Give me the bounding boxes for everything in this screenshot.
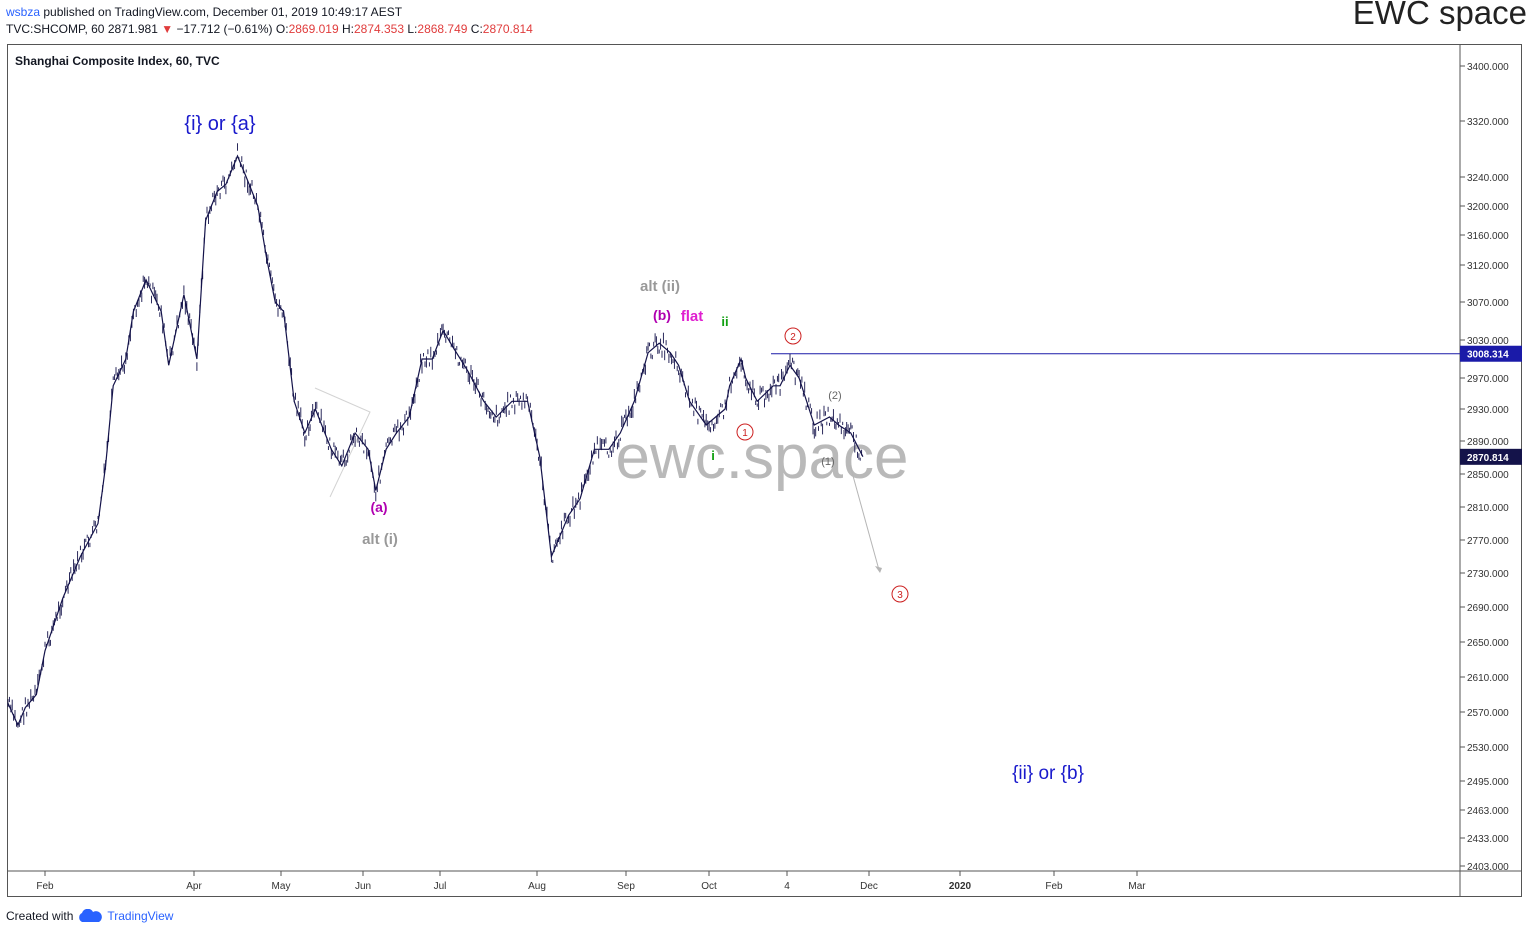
y-tick-label: 3030.000 xyxy=(1467,336,1509,347)
wave-annotations: {i} or {a} {ii} or {b} (a) alt (i) alt (ii) (… xyxy=(184,113,1084,784)
wave-label: 2 xyxy=(790,332,796,343)
close-value: 2870.814 xyxy=(482,22,533,36)
wave-label: {ii} or {b} xyxy=(1012,763,1084,784)
y-tick-label: 3400.000 xyxy=(1467,62,1509,73)
wave-label: i xyxy=(711,448,715,463)
close-label: C: xyxy=(470,22,483,36)
symbol-name: TVC:SHCOMP, 60 xyxy=(6,22,105,36)
x-tick-label: Oct xyxy=(701,881,717,892)
wave-label: (b) xyxy=(653,307,671,323)
author-link[interactable]: wsbza xyxy=(6,5,41,19)
down-arrow-icon: ▼ xyxy=(161,22,174,36)
x-tick-label: 4 xyxy=(784,881,790,892)
open-label: O: xyxy=(275,22,289,36)
y-tick-label: 3160.000 xyxy=(1467,231,1509,242)
footer: Created with TradingView xyxy=(6,909,173,923)
low-value: 2868.749 xyxy=(417,22,468,36)
x-tick-label: May xyxy=(272,881,291,892)
wave-label: 3 xyxy=(897,590,903,601)
low-label: L: xyxy=(407,22,418,36)
projection-arrowhead-icon xyxy=(875,566,882,573)
wave-label: alt (ii) xyxy=(640,278,680,295)
y-tick-label: 2433.000 xyxy=(1467,834,1509,845)
x-tick-label: Feb xyxy=(36,881,54,892)
x-axis: Feb Apr May Jun Jul Aug Sep Oct 4 Dec 2020 Feb Mar xyxy=(36,871,1146,892)
y-tick-label: 2495.000 xyxy=(1467,777,1509,788)
y-tick-label: 2610.000 xyxy=(1467,673,1509,684)
price-line-series-0 xyxy=(7,154,864,727)
wave-label: (2) xyxy=(828,390,841,402)
wave-label: 1 xyxy=(742,428,748,439)
symbol-info: TVC:SHCOMP, 60 2871.981 ▼ −17.712 (−0.61… xyxy=(6,22,533,36)
y-tick-label: 2770.000 xyxy=(1467,536,1509,547)
y-tick-label: 2650.000 xyxy=(1467,638,1509,649)
y-axis: 3400.000 3320.000 3240.000 3200.000 3160.000… xyxy=(1460,62,1509,873)
chart-pane[interactable] xyxy=(7,44,1522,897)
publish-info: wsbza published on TradingView.com, Dece… xyxy=(6,5,402,19)
last-price-tag xyxy=(1460,448,1522,465)
y-tick-label: 3120.000 xyxy=(1467,261,1509,272)
publish-text: published on TradingView.com, December 0… xyxy=(40,5,403,19)
y-tick-label: 2930.000 xyxy=(1467,405,1509,416)
y-tick-label: 2850.000 xyxy=(1467,470,1509,481)
y-tick-label: 2570.000 xyxy=(1467,708,1509,719)
brand-title: EWC space xyxy=(1352,0,1527,31)
last-price: 2871.981 xyxy=(107,22,158,36)
price-tags: 3008.314 2870.814 xyxy=(1460,345,1522,465)
x-tick-label: Mar xyxy=(1128,881,1146,892)
x-tick-label: Apr xyxy=(186,881,202,892)
price-change: −17.712 (−0.61%) xyxy=(176,22,273,36)
y-tick-label: 2890.000 xyxy=(1467,437,1509,448)
y-tick-label: 3070.000 xyxy=(1467,298,1509,309)
y-tick-label: 3240.000 xyxy=(1467,173,1509,184)
x-tick-label: Jun xyxy=(355,881,371,892)
y-tick-label: 2730.000 xyxy=(1467,569,1509,580)
wave-label: flat xyxy=(681,308,704,325)
y-tick-label: 2970.000 xyxy=(1467,374,1509,385)
wave-circle xyxy=(891,585,909,603)
y-tick-label: 2403.000 xyxy=(1467,862,1509,873)
price-series xyxy=(7,143,864,728)
tradingview-cloud-icon xyxy=(79,909,103,922)
y-tick-label: 3200.000 xyxy=(1467,202,1509,213)
open-value: 2869.019 xyxy=(288,22,339,36)
y-tick-label: 2810.000 xyxy=(1467,503,1509,514)
y-tick-label: 3320.000 xyxy=(1467,117,1509,128)
projection-arrow xyxy=(849,464,880,571)
wave-label: (1) xyxy=(821,456,834,468)
last-price-label: 2870.814 xyxy=(1467,453,1509,464)
high-label: H: xyxy=(341,22,354,36)
wave-label: ii xyxy=(721,314,728,329)
y-tick-label: 2530.000 xyxy=(1467,743,1509,754)
y-tick-label: 2463.000 xyxy=(1467,806,1509,817)
triangle-pattern xyxy=(314,387,371,498)
tradingview-link[interactable]: TradingView xyxy=(107,909,174,923)
x-tick-label: Aug xyxy=(528,881,546,892)
wave-label: (a) xyxy=(370,499,387,515)
x-tick-label: Sep xyxy=(617,881,635,892)
x-tick-label: Dec xyxy=(860,881,878,892)
y-tick-label: 2690.000 xyxy=(1467,603,1509,614)
wave-label: alt (i) xyxy=(362,531,398,548)
wave-circle xyxy=(736,423,754,441)
x-tick-label: Jul xyxy=(434,881,447,892)
high-value: 2874.353 xyxy=(353,22,405,36)
watermark: ewc.space xyxy=(616,423,909,492)
chart-title: Shanghai Composite Index, 60, TVC xyxy=(15,54,220,68)
level-price-label: 3008.314 xyxy=(1467,350,1509,361)
x-tick-label: 2020 xyxy=(949,881,972,892)
x-tick-label: Feb xyxy=(1045,881,1063,892)
level-price-tag xyxy=(1460,345,1522,362)
created-with-text: Created with xyxy=(6,909,74,923)
wave-label: {i} or {a} xyxy=(184,113,256,135)
wave-circle xyxy=(784,327,802,345)
